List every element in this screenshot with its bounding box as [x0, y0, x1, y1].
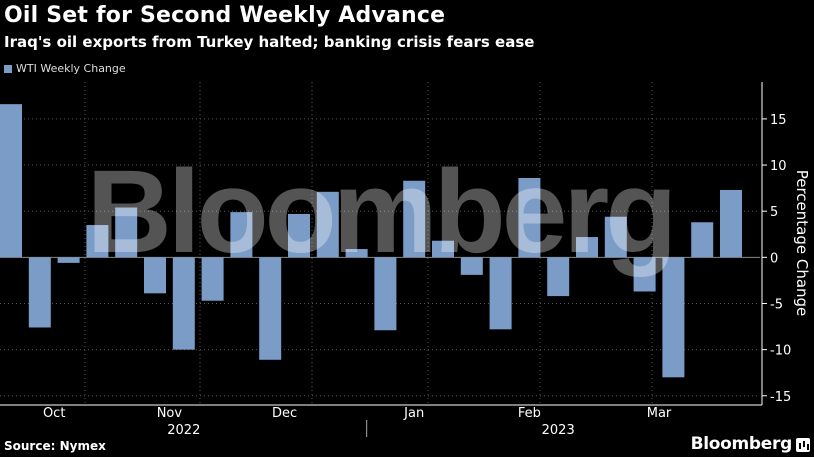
brand-logo: Bloomberg	[690, 434, 793, 454]
y-tick-label: 15	[770, 113, 787, 128]
legend-swatch	[4, 64, 12, 73]
y-tick-label: -15	[770, 390, 791, 405]
bar	[460, 257, 483, 275]
bar	[259, 257, 282, 360]
x-year-label: 2022	[167, 423, 200, 438]
x-month-label: Jan	[403, 406, 424, 421]
bar	[604, 216, 627, 258]
x-month-label: Oct	[43, 406, 65, 421]
bar	[28, 257, 51, 328]
bar	[633, 257, 656, 292]
bar	[518, 177, 541, 258]
bar	[201, 257, 224, 301]
x-year-label: 2023	[542, 423, 575, 438]
y-tick-label: 10	[770, 159, 787, 174]
y-tick-label: 5	[770, 205, 778, 220]
y-axis-title: Percentage Change	[793, 170, 811, 317]
bar	[403, 180, 426, 258]
bar	[144, 257, 166, 294]
bar	[345, 249, 368, 258]
x-month-label: Nov	[157, 406, 183, 421]
source-note: Source: Nymex	[4, 439, 106, 453]
bar	[230, 212, 253, 258]
y-tick-label: -10	[770, 344, 791, 359]
bar	[316, 191, 339, 258]
legend-label: WTI Weekly Change	[16, 62, 126, 75]
bar	[288, 213, 310, 258]
bar	[489, 257, 512, 330]
bar	[547, 257, 570, 297]
x-month-label: Feb	[518, 406, 541, 421]
bar	[57, 257, 80, 263]
legend: WTI Weekly Change	[4, 62, 126, 75]
chart-title: Oil Set for Second Weekly Advance	[4, 3, 446, 28]
bar	[374, 257, 397, 331]
bar	[432, 240, 454, 258]
brand-chart-icon	[796, 438, 810, 452]
bar	[662, 257, 685, 378]
y-tick-label: 0	[770, 251, 778, 266]
chart-subtitle: Iraq's oil exports from Turkey halted; b…	[4, 33, 535, 51]
x-month-label: Mar	[647, 406, 672, 421]
y-tick-label: -5	[770, 297, 783, 312]
watermark-text: Bloomberg	[87, 146, 674, 278]
bar	[115, 207, 138, 258]
bar	[576, 237, 598, 258]
x-month-label: Dec	[272, 406, 297, 421]
bar	[720, 189, 742, 258]
bar	[691, 222, 714, 258]
bar	[172, 257, 195, 350]
bar	[0, 104, 22, 258]
bar	[86, 225, 109, 258]
